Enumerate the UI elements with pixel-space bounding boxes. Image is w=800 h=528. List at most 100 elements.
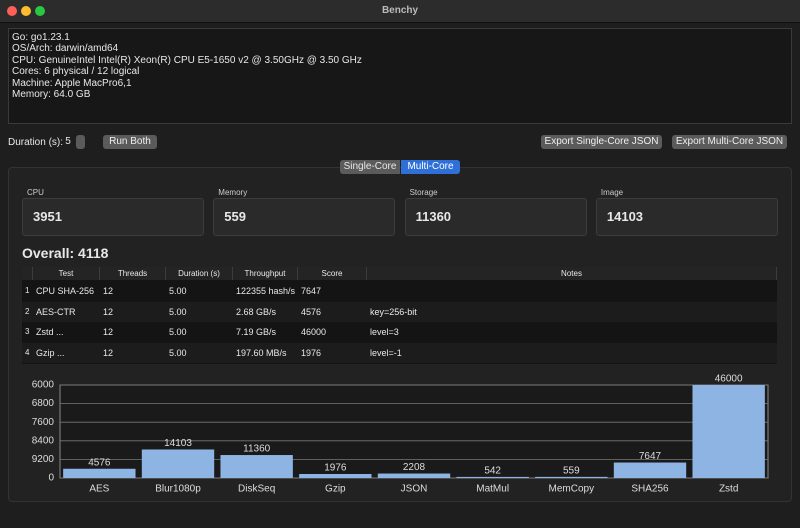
data-label: 11360 — [243, 444, 271, 455]
bar — [692, 385, 764, 478]
title-bar: Benchy — [0, 0, 800, 23]
x-tick-label: Gzip — [325, 484, 346, 495]
data-label: 4576 — [88, 457, 111, 468]
table-cell: 12 — [103, 302, 113, 322]
info-line: CPU: GenuineIntel Intel(R) Xeon(R) CPU E… — [12, 55, 362, 66]
tab[interactable]: Single-Core — [340, 160, 400, 174]
bar — [456, 477, 528, 478]
overall-score: Overall: 4118 — [22, 245, 108, 261]
x-tick-label: DiskSeq — [238, 484, 275, 495]
bar — [614, 463, 686, 478]
column-header: Score — [298, 267, 367, 280]
table-cell: 5.00 — [169, 343, 187, 363]
table-cell: 12 — [103, 322, 113, 342]
data-label: 46000 — [715, 374, 743, 385]
export-single-button[interactable]: Export Single-Core JSON — [541, 135, 662, 149]
table-cell: Zstd ... — [36, 322, 64, 342]
table-cell: 1 — [25, 281, 29, 301]
card-value: 3951 — [33, 209, 62, 224]
table-cell: 4 — [25, 343, 29, 363]
data-label: 7647 — [639, 451, 662, 462]
y-tick-label: 0 — [48, 473, 54, 484]
column-header: Threads — [100, 267, 166, 280]
table-cell: level=3 — [370, 322, 399, 342]
column-header: Notes — [367, 267, 777, 280]
card-label: CPU — [27, 188, 44, 197]
y-tick-label: 9200 — [32, 454, 55, 465]
info-line: Cores: 6 physical / 12 logical — [12, 66, 139, 77]
score-card: 11360 — [405, 198, 587, 236]
export-multi-button[interactable]: Export Multi-Core JSON — [672, 135, 787, 149]
x-tick-label: JSON — [401, 484, 428, 495]
x-tick-label: MemCopy — [549, 484, 595, 495]
column-header: Duration (s) — [166, 267, 233, 280]
table-cell: key=256-bit — [370, 302, 417, 322]
table-cell: Gzip ... — [36, 343, 65, 363]
table-cell: 4576 — [301, 302, 321, 322]
system-info: Go: go1.23.1OS/Arch: darwin/amd64CPU: Ge… — [8, 28, 792, 124]
bar — [378, 474, 450, 478]
x-tick-label: Blur1080p — [155, 484, 201, 495]
table-cell: 5.00 — [169, 322, 187, 342]
overall-value: 4118 — [78, 245, 108, 261]
duration-label: Duration (s): — [8, 137, 63, 148]
x-tick-label: Zstd — [719, 484, 738, 495]
window-title: Benchy — [0, 5, 800, 16]
column-header: Throughput — [233, 267, 298, 280]
x-tick-label: AES — [89, 484, 109, 495]
score-card: 3951 — [22, 198, 204, 236]
table-cell: 5.00 — [169, 281, 187, 301]
info-line: Machine: Apple MacPro6,1 — [12, 78, 132, 89]
duration-value[interactable]: 5 — [62, 135, 74, 149]
data-label: 14103 — [164, 438, 192, 449]
run-both-button[interactable]: Run Both — [103, 135, 157, 149]
y-tick-label: 7600 — [32, 417, 55, 428]
data-label: 542 — [484, 466, 501, 477]
bar — [535, 477, 607, 478]
table-cell: CPU SHA-256 — [36, 281, 94, 301]
info-line: Go: go1.23.1 — [12, 32, 70, 43]
bar — [63, 469, 135, 478]
table-cell: 2 — [25, 302, 29, 322]
data-label: 559 — [563, 466, 580, 477]
card-value: 14103 — [607, 209, 643, 224]
info-line: Memory: 64.0 GB — [12, 89, 90, 100]
table-cell: 5.00 — [169, 302, 187, 322]
duration-stepper[interactable] — [76, 135, 85, 149]
data-label: 1976 — [324, 463, 347, 474]
table-cell: 46000 — [301, 322, 326, 342]
table-cell: 2.68 GB/s — [236, 302, 276, 322]
card-label: Memory — [218, 188, 247, 197]
x-tick-label: MatMul — [476, 484, 509, 495]
card-label: Image — [601, 188, 623, 197]
table-cell: 7.19 GB/s — [236, 322, 276, 342]
table-cell: 1976 — [301, 343, 321, 363]
card-value: 11360 — [416, 209, 451, 224]
bar — [220, 455, 292, 478]
card-label: Storage — [410, 188, 438, 197]
table-cell: 12 — [103, 281, 113, 301]
column-header: Test — [33, 267, 100, 280]
table-cell: 197.60 MB/s — [236, 343, 287, 363]
table-cell: AES-CTR — [36, 302, 76, 322]
card-value: 559 — [224, 209, 246, 224]
table-cell: 12 — [103, 343, 113, 363]
tab-active[interactable]: Multi-Core — [401, 160, 460, 174]
data-label: 2208 — [403, 462, 426, 473]
results-table: TestThreadsDuration (s)ThroughputScoreNo… — [22, 267, 777, 364]
table-cell: 122355 hash/s — [236, 281, 295, 301]
table-cell: 7647 — [301, 281, 321, 301]
info-line: OS/Arch: darwin/amd64 — [12, 43, 118, 54]
overall-label: Overall: — [22, 245, 74, 261]
y-tick-label: 6000 — [32, 380, 55, 391]
x-tick-label: SHA256 — [631, 484, 669, 495]
chart: 0 9200 8400 7600 6800 6000 AES 4576 Blur1080p 141… — [0, 370, 800, 500]
bar — [142, 449, 214, 478]
y-tick-label: 8400 — [32, 435, 55, 446]
table-cell: 3 — [25, 322, 29, 342]
y-tick-label: 6800 — [32, 398, 55, 409]
header-cell — [22, 267, 33, 280]
bar — [299, 474, 371, 478]
table-cell: level=-1 — [370, 343, 402, 363]
